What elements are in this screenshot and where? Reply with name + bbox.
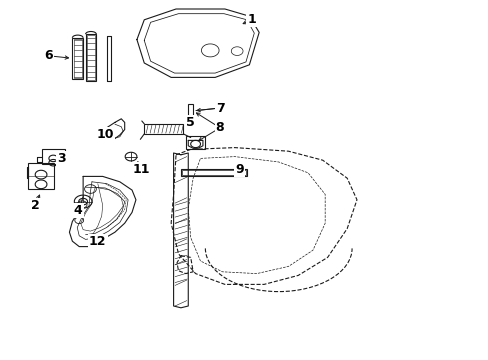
Bar [28, 163, 54, 189]
Text: 12: 12 [89, 235, 106, 248]
Bar [144, 124, 183, 134]
Bar [86, 35, 95, 80]
Text: 7: 7 [215, 102, 224, 114]
Bar [72, 38, 83, 79]
Text: 6: 6 [44, 49, 53, 62]
Bar [85, 34, 96, 81]
Text: 9: 9 [235, 163, 244, 176]
Text: 4: 4 [74, 204, 82, 217]
Text: 2: 2 [31, 199, 40, 212]
Text: 8: 8 [215, 121, 224, 134]
Bar [181, 169, 246, 176]
Bar [41, 149, 65, 164]
Bar [185, 136, 205, 149]
Bar [182, 170, 245, 175]
Text: 10: 10 [96, 129, 114, 141]
Bar [188, 104, 193, 118]
Text: 1: 1 [247, 13, 256, 26]
Text: 5: 5 [186, 116, 195, 129]
Text: 11: 11 [133, 163, 150, 176]
Bar [74, 39, 81, 78]
Text: 3: 3 [57, 152, 65, 165]
